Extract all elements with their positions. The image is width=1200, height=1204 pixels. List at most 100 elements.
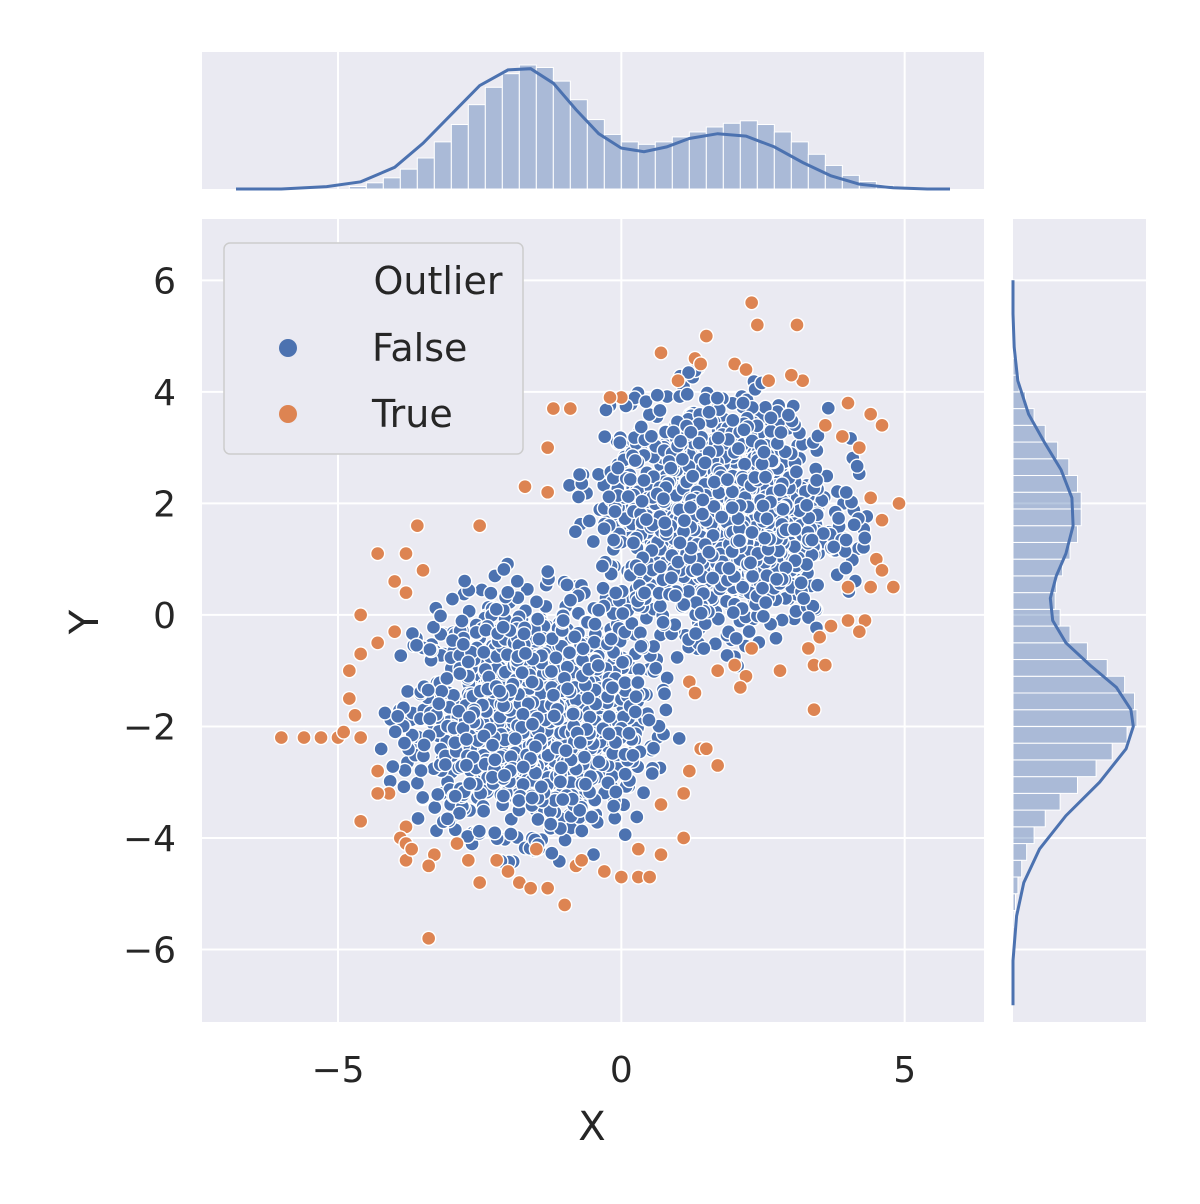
histogram-bar-x <box>399 168 418 190</box>
histogram-bar-y <box>1012 893 1016 911</box>
scatter-point-true <box>800 640 817 657</box>
scatter-point-false <box>734 579 751 595</box>
scatter-point-false <box>846 517 862 533</box>
histogram-bar-y <box>1012 508 1082 527</box>
scatter-point-false <box>780 407 797 423</box>
histogram-bar-y <box>1012 909 1015 928</box>
scatter-point-false <box>671 730 687 747</box>
scatter-point-false <box>487 825 503 841</box>
scatter-point-false <box>815 525 832 542</box>
scatter-point-false <box>377 705 393 721</box>
scatter-point-true <box>670 373 686 389</box>
scatter-point-false <box>509 573 526 589</box>
scatter-point-false <box>581 513 598 529</box>
x-tick-label: −5 <box>311 1050 364 1091</box>
scatter-point-true <box>562 400 579 417</box>
scatter-point-false <box>709 390 726 406</box>
kde-curve-y <box>1011 280 1135 1006</box>
scatter-point-false <box>704 570 721 586</box>
scatter-point-false <box>744 524 760 541</box>
scatter-point-true <box>891 495 907 512</box>
histogram-bar-y <box>1012 592 1056 610</box>
scatter-point-false <box>590 466 607 483</box>
scatter-point-false <box>567 523 584 540</box>
histogram-bar-x <box>382 177 401 190</box>
kde-curve-x <box>236 67 950 191</box>
scatter-point-false <box>793 575 809 591</box>
scatter-point-true <box>743 640 760 657</box>
scatter-point-false <box>641 712 657 728</box>
histogram-bar-y <box>1012 709 1138 727</box>
histogram-bar-y <box>1012 575 1057 594</box>
scatter-point-false <box>826 539 842 555</box>
scatter-point-false <box>571 802 588 819</box>
scatter-point-false <box>775 501 791 518</box>
scatter-point-false <box>561 644 578 661</box>
scatter-point-false <box>657 515 673 531</box>
scatter-point-false <box>799 497 815 514</box>
scatter-point-false <box>461 709 478 725</box>
scatter-point-true <box>698 328 715 344</box>
scatter-point-false <box>633 638 649 655</box>
scatter-point-false <box>685 468 701 484</box>
scatter-point-false <box>617 675 633 691</box>
scatter-point-false <box>437 756 454 773</box>
scatter-point-true <box>415 562 431 579</box>
scatter-point-true <box>556 897 573 913</box>
scatter-point-false <box>683 424 699 441</box>
scatter-point-true <box>862 579 879 595</box>
scatter-point-false <box>857 530 873 546</box>
histogram-bar-y <box>1012 725 1128 744</box>
scatter-point-false <box>706 474 723 490</box>
scatter-point-false <box>820 400 837 416</box>
scatter-point-false <box>553 760 570 776</box>
scatter-point-false <box>679 386 695 402</box>
scatter-point-false <box>422 641 438 658</box>
scatter-point-true <box>369 785 386 802</box>
scatter-point-false <box>755 498 771 514</box>
scatter-point-true <box>528 841 545 857</box>
scatter-point-false <box>655 614 671 630</box>
scatter-point-true <box>789 317 805 333</box>
y-tick-label: 4 <box>153 373 176 414</box>
scatter-point-false <box>652 402 668 419</box>
scatter-point-true <box>335 724 352 740</box>
histogram-bar-y <box>1012 809 1046 828</box>
scatter-point-false <box>758 594 774 611</box>
scatter-point-true <box>613 869 630 885</box>
scatter-point-true <box>698 741 715 757</box>
scatter-point-false <box>644 765 660 782</box>
scatter-point-true <box>840 395 856 411</box>
scatter-point-true <box>687 685 703 701</box>
scatter-point-true <box>369 635 386 651</box>
scatter-point-false <box>768 630 784 646</box>
scatter-point-false <box>387 724 403 740</box>
scatter-point-false <box>410 810 426 827</box>
scatter-point-true <box>840 612 856 629</box>
scatter-point-false <box>638 393 654 410</box>
y-tick-label: −4 <box>123 819 176 860</box>
scatter-point-false <box>456 573 473 589</box>
scatter-point-false <box>706 498 722 515</box>
scatter-point-true <box>653 847 669 863</box>
scatter-point-true <box>341 690 358 707</box>
scatter-point-false <box>514 664 530 681</box>
scatter-point-false <box>484 737 501 753</box>
scatter-point-false <box>590 602 607 618</box>
scatter-point-true <box>573 852 590 868</box>
scatter-point-false <box>710 430 726 446</box>
scatter-point-false <box>577 776 594 792</box>
scatter-point-false <box>574 823 590 839</box>
scatter-point-true <box>398 584 414 601</box>
scatter-point-true <box>817 417 834 434</box>
legend-marker-false <box>279 339 297 357</box>
scatter-point-false <box>672 433 689 450</box>
y-tick-label: −2 <box>123 707 176 748</box>
scatter-point-false <box>601 708 617 725</box>
scatter-point-true <box>341 662 358 679</box>
histogram-bar-y <box>1012 776 1078 794</box>
scatter-point-false <box>652 598 669 614</box>
scatter-point-true <box>709 757 726 774</box>
scatter-point-false <box>555 791 571 808</box>
scatter-point-false <box>667 587 683 604</box>
